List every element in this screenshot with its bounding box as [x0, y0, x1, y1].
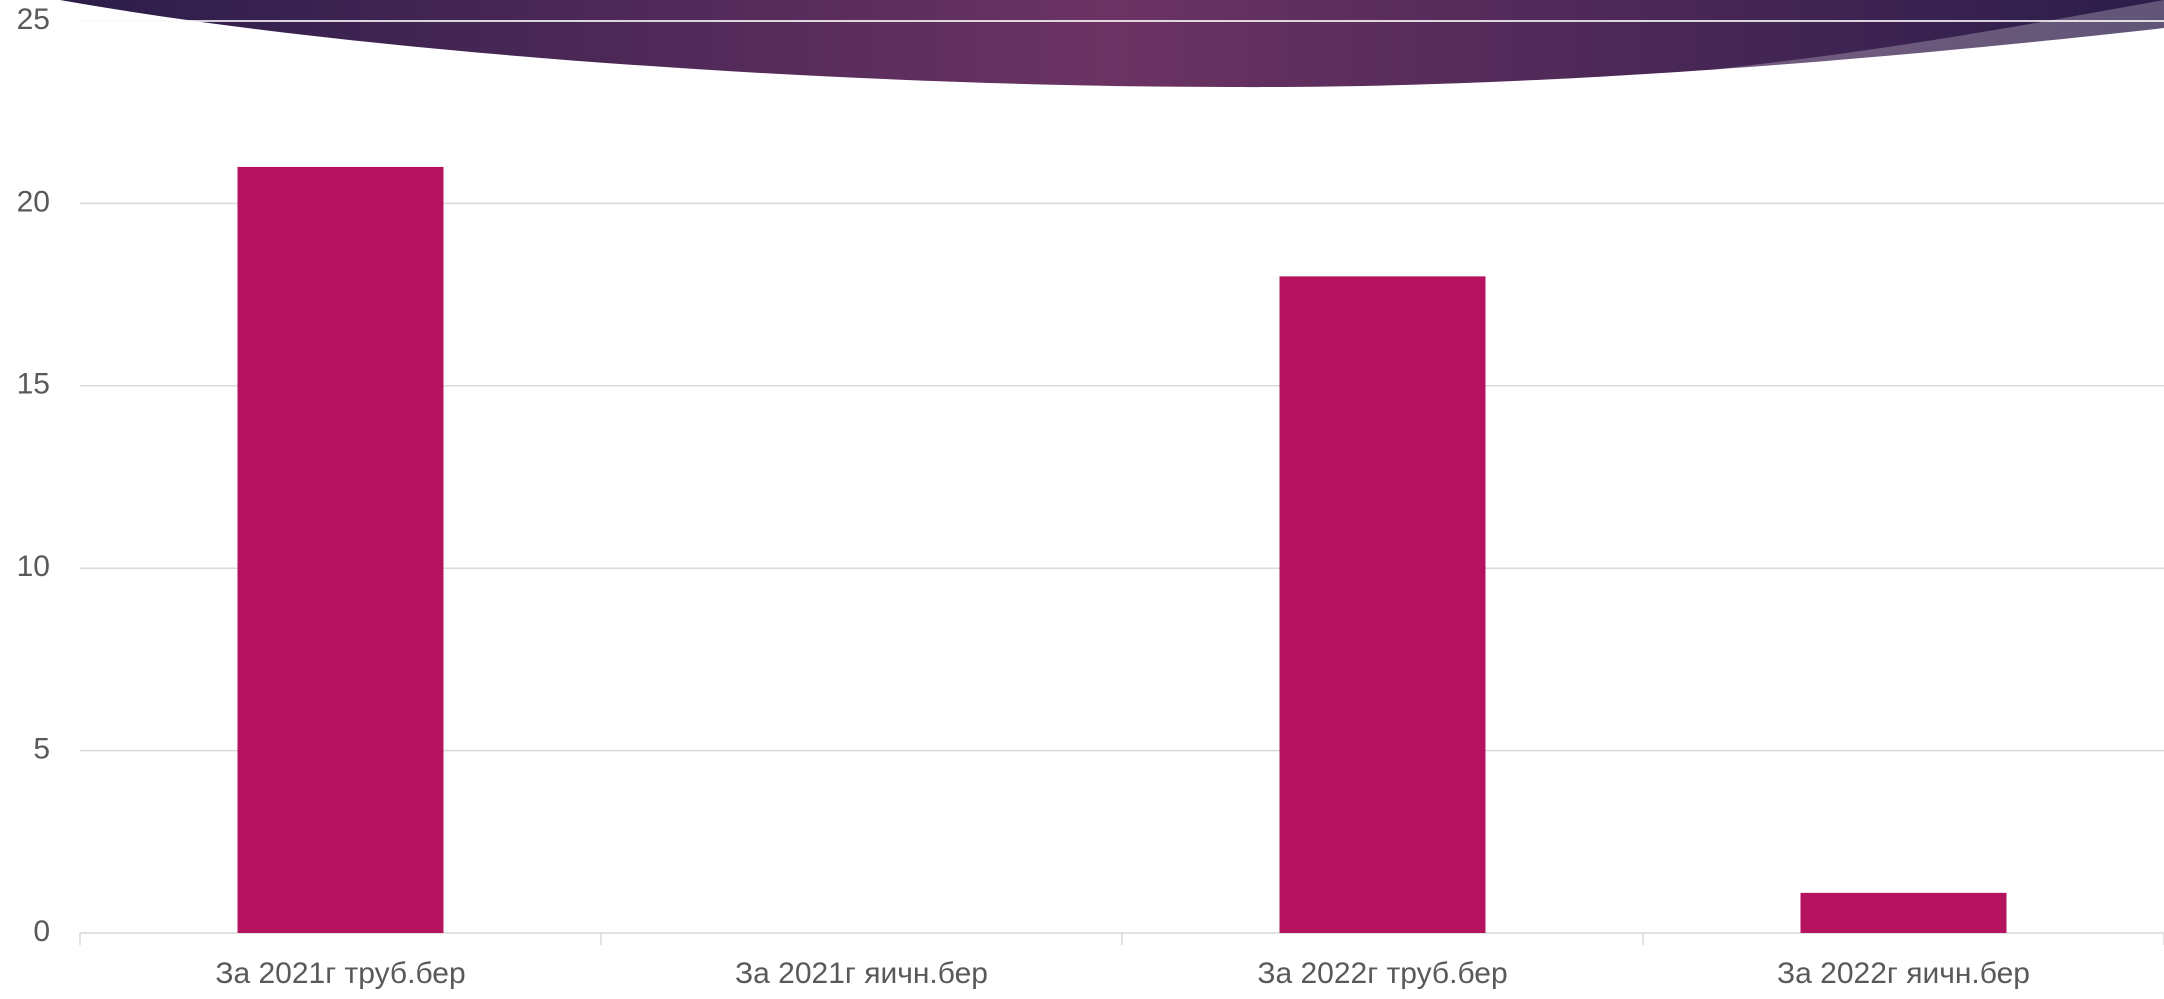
y-tick-label: 5 [33, 733, 50, 766]
x-tick-label: За 2021г яичн.бер [735, 957, 988, 990]
y-tick-label: 20 [17, 185, 50, 218]
x-tick-label: За 2021г труб.бер [215, 957, 465, 990]
bar [237, 166, 444, 934]
y-tick-label: 0 [33, 915, 50, 948]
bar [1279, 276, 1486, 933]
swoosh-highlight [1690, 0, 2164, 72]
x-tick-label: За 2022г труб.бер [1257, 957, 1507, 990]
header-swoosh [60, 0, 2164, 88]
bar [1800, 892, 2007, 933]
y-tick-label: 15 [17, 368, 50, 401]
x-tick-label: За 2022г яичн.бер [1777, 957, 2030, 990]
plot-area: 0 5 10 15 20 25 За 2021г труб.бер За 2021г яичн… [17, 3, 2164, 990]
y-tick-label: 10 [17, 550, 50, 583]
y-tick-label: 25 [17, 3, 50, 36]
swoosh-shape [60, 0, 2164, 88]
